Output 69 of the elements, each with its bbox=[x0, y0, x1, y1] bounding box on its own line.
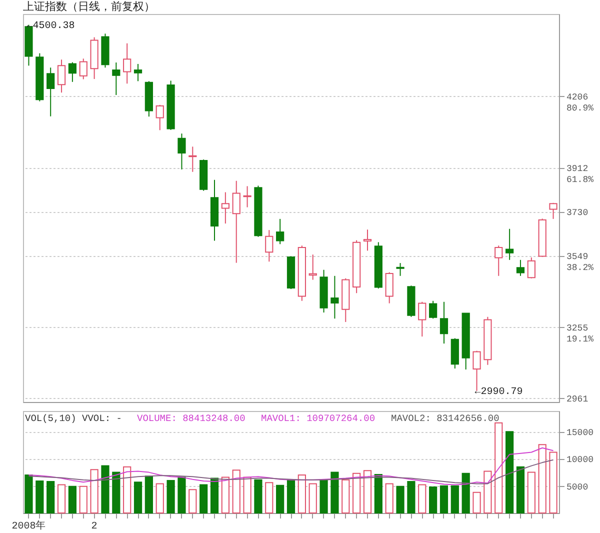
bar bbox=[123, 466, 132, 514]
annotation: MAVOL2: 83142656.00 bbox=[391, 413, 500, 424]
chart-title: 上证指数（日线，前复权） bbox=[23, 0, 155, 13]
y-tick-label: 4206 80.9% bbox=[566, 92, 594, 114]
y-tick-label: 3730 bbox=[566, 208, 588, 218]
y-tick-label: 3912 61.8% bbox=[566, 164, 594, 186]
bar bbox=[24, 474, 33, 514]
bar bbox=[450, 485, 459, 514]
bar bbox=[407, 481, 416, 514]
bar bbox=[418, 484, 426, 514]
bar bbox=[79, 486, 88, 514]
bar bbox=[221, 476, 230, 514]
bar bbox=[506, 431, 514, 514]
bar bbox=[144, 476, 153, 514]
bar bbox=[156, 483, 164, 514]
bar bbox=[178, 476, 186, 514]
bar bbox=[210, 478, 219, 514]
bar bbox=[330, 472, 339, 514]
bar bbox=[101, 465, 110, 514]
bar bbox=[243, 476, 252, 514]
bar bbox=[298, 474, 306, 514]
bar bbox=[320, 479, 328, 514]
bar bbox=[112, 472, 120, 514]
bar bbox=[68, 486, 76, 514]
bar bbox=[36, 480, 44, 514]
bar bbox=[527, 472, 536, 514]
bar bbox=[90, 469, 98, 514]
bar bbox=[57, 484, 66, 514]
bar bbox=[440, 485, 448, 514]
bar bbox=[484, 470, 492, 514]
annotation: ←4500.38 bbox=[26, 20, 75, 32]
y-tick-label: 5000 bbox=[566, 482, 588, 492]
bar bbox=[538, 444, 546, 514]
line-series bbox=[28, 459, 554, 484]
bar bbox=[396, 486, 404, 514]
bar bbox=[254, 479, 262, 514]
bar bbox=[286, 479, 296, 514]
bar bbox=[134, 482, 142, 514]
annotation: VOL(5,10) VVOL: - bbox=[25, 413, 122, 424]
bar bbox=[385, 483, 394, 514]
bar bbox=[549, 452, 558, 514]
annotation: ←2990.79 bbox=[474, 386, 523, 398]
bar bbox=[166, 480, 175, 514]
bar bbox=[374, 474, 382, 514]
bar bbox=[232, 470, 240, 514]
bar bbox=[342, 479, 350, 514]
y-tick-label: 15000 bbox=[566, 428, 594, 438]
bar bbox=[472, 492, 481, 514]
bar bbox=[200, 484, 208, 514]
line-series bbox=[28, 447, 554, 486]
y-tick-label: 10000 bbox=[566, 455, 594, 466]
bar bbox=[494, 422, 503, 514]
x-tick-label: 2008年 bbox=[12, 520, 46, 532]
y-tick-label: 3549 38.2% bbox=[566, 252, 594, 274]
x-tick-label: 2 bbox=[91, 522, 98, 532]
annotation: MAVOL1: 109707264.00 bbox=[261, 413, 376, 424]
bar bbox=[516, 466, 525, 514]
bar bbox=[352, 472, 361, 514]
bar bbox=[429, 486, 438, 514]
bar bbox=[265, 482, 274, 514]
y-tick-label: 3255 19.1% bbox=[566, 323, 594, 344]
bar bbox=[363, 470, 372, 514]
bar bbox=[188, 489, 197, 514]
bar bbox=[308, 483, 317, 514]
bar bbox=[46, 481, 55, 514]
bar bbox=[462, 472, 470, 514]
bar bbox=[276, 484, 284, 514]
y-tick-label: 2961 bbox=[566, 394, 588, 405]
annotation: VOLUME: 88413248.00 bbox=[137, 413, 246, 424]
